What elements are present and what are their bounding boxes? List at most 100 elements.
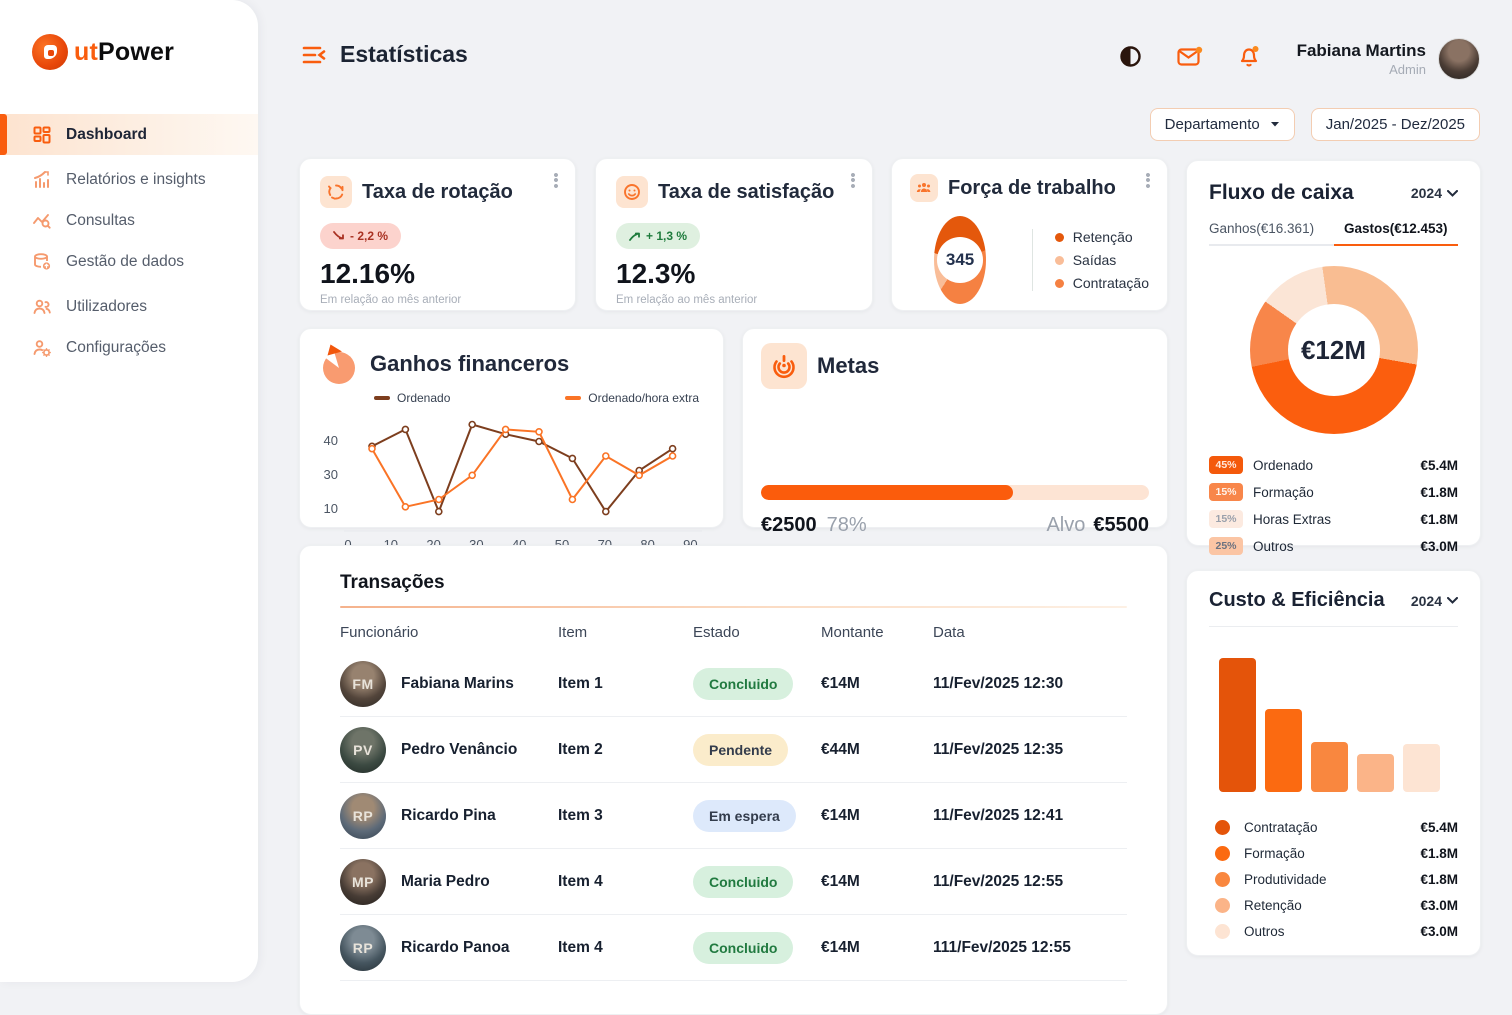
users-icon bbox=[33, 299, 51, 314]
cashflow-donut-chart: €12M bbox=[1249, 266, 1418, 434]
date-cell: 11/Fev/2025 12:41 bbox=[933, 806, 1064, 824]
sidebar-item-consultas[interactable]: Consultas bbox=[0, 200, 258, 241]
date-cell: 11/Fev/2025 12:35 bbox=[933, 740, 1064, 758]
trend-up-badge: + 1,3 % bbox=[616, 223, 701, 249]
goals-card: Metas €2500 78% Alvo €5500 bbox=[742, 328, 1168, 536]
table-row[interactable]: RP Ricardo Pina Item 3 Em espera €14M 11… bbox=[340, 783, 1127, 849]
tab-ganhos[interactable]: Ganhos(€16.361) bbox=[1209, 221, 1334, 246]
date-cell: 11/Fev/2025 12:55 bbox=[933, 872, 1064, 890]
legend-dot bbox=[1215, 898, 1230, 913]
item-cell: Item 3 bbox=[558, 806, 603, 824]
employee-avatar: RP bbox=[340, 924, 386, 971]
card-menu-icon[interactable]: • • • bbox=[553, 167, 559, 195]
cost-legend-item: Produtividade €1.8M bbox=[1209, 872, 1458, 887]
legend-label: Horas Extras bbox=[1253, 511, 1332, 527]
legend-label: Formação bbox=[1244, 846, 1305, 861]
cost-legend-item: Contratação €5.4M bbox=[1209, 820, 1458, 835]
cashflow-card: Fluxo de caixa 2024 Ganhos(€16.361) Gast… bbox=[1186, 160, 1481, 555]
user-avatar[interactable] bbox=[1438, 38, 1480, 80]
sidebar-item-utilizadores[interactable]: Utilizadores bbox=[0, 286, 258, 327]
date-range-field[interactable]: Jan/2025 - Dez/2025 bbox=[1310, 108, 1480, 141]
brand-logo: utPower bbox=[32, 34, 258, 70]
item-cell: Item 2 bbox=[558, 740, 603, 758]
sidebar-item-relatorios[interactable]: Relatórios e insights bbox=[0, 159, 258, 200]
sidebar-collapse-icon[interactable] bbox=[302, 45, 328, 70]
svg-text:40: 40 bbox=[324, 433, 338, 448]
theme-toggle-icon[interactable] bbox=[1119, 46, 1141, 72]
legend-dot bbox=[1054, 255, 1064, 265]
table-row[interactable]: FM Fabiana Marins Item 1 Concluido €14M … bbox=[340, 651, 1127, 717]
arrow-down-right-icon bbox=[333, 231, 344, 240]
cost-legend: Contratação €5.4M Formação €1.8M Produti… bbox=[1209, 820, 1458, 939]
reports-icon bbox=[34, 170, 49, 188]
card-menu-icon[interactable]: • • • bbox=[1145, 167, 1151, 195]
sidebar-item-label: Gestão de dados bbox=[66, 252, 185, 270]
bar-Contratação bbox=[1219, 657, 1256, 792]
legend-pct-badge: 25% bbox=[1209, 537, 1243, 555]
department-dropdown[interactable]: Departamento bbox=[1149, 108, 1295, 141]
sidebar-item-configuracoes[interactable]: Configurações bbox=[0, 327, 258, 368]
transactions-header-row: Funcionário Item Estado Montante Data bbox=[340, 608, 1127, 651]
header-actions: Fabiana Martins Admin bbox=[1119, 38, 1480, 80]
user-block[interactable]: Fabiana Martins Admin bbox=[1297, 41, 1426, 77]
card-title: Custo & Eficiência bbox=[1209, 589, 1385, 611]
cost-legend-item: Retenção €3.0M bbox=[1209, 898, 1458, 913]
card-menu-icon[interactable]: • • • bbox=[850, 167, 856, 195]
rotation-caption: Em relação ao mês anterior bbox=[320, 294, 462, 306]
legend-value: €1.8M bbox=[1420, 511, 1458, 527]
bar-Produtividade bbox=[1311, 741, 1348, 792]
employee-avatar: MP bbox=[340, 858, 386, 905]
legend-label: Retenção bbox=[1244, 898, 1302, 913]
employee-name: Ricardo Pina bbox=[401, 806, 496, 824]
cashflow-year-select[interactable]: 2024 bbox=[1411, 185, 1458, 201]
workforce-total: 345 bbox=[945, 250, 975, 269]
goal-current-value: €2500 bbox=[761, 514, 817, 536]
legend-dot bbox=[1215, 872, 1230, 887]
legend-label: Retenção bbox=[1072, 229, 1133, 245]
legend-label: Outros bbox=[1244, 924, 1285, 939]
earnings-card: Ganhos financeros Ordenado Ordenado/hora… bbox=[299, 328, 724, 552]
table-row[interactable]: PV Pedro Venâncio Item 2 Pendente €44M 1… bbox=[340, 717, 1127, 783]
svg-text:30: 30 bbox=[324, 467, 338, 482]
amount-cell: €14M bbox=[821, 872, 860, 890]
employee-avatar: FM bbox=[340, 660, 386, 707]
svg-text:10: 10 bbox=[324, 501, 338, 516]
rotation-rate-card: • • • Taxa de rotação - 2,2 % 12.16% Em re… bbox=[299, 158, 576, 311]
earnings-line-chart: 40301001020304050708090 bbox=[316, 405, 707, 558]
table-row[interactable]: MP Maria Pedro Item 4 Concluido €14M 11/… bbox=[340, 849, 1127, 915]
query-icon bbox=[33, 213, 51, 229]
sidebar-item-dashboard[interactable]: Dashboard bbox=[0, 114, 258, 155]
legend-label: Formação bbox=[1253, 484, 1314, 500]
database-icon bbox=[34, 252, 51, 270]
goal-target-value: €5500 bbox=[1093, 514, 1149, 536]
status-badge: Concluido bbox=[693, 667, 794, 700]
chevron-down-icon bbox=[1447, 189, 1458, 197]
amount-cell: €14M bbox=[821, 806, 860, 824]
people-group-icon bbox=[910, 174, 938, 202]
workforce-legend-item: Retenção bbox=[1054, 229, 1149, 245]
card-title: Taxa de satisfação bbox=[658, 180, 835, 203]
satisfaction-value: 12.3% bbox=[616, 258, 696, 289]
sidebar-item-gestao-dados[interactable]: Gestão de dados bbox=[0, 241, 258, 282]
legend-label: Saídas bbox=[1072, 252, 1117, 268]
card-title: Metas bbox=[817, 353, 880, 378]
chevron-down-icon bbox=[1447, 597, 1458, 604]
tab-gastos[interactable]: Gastos(€12.453) bbox=[1333, 221, 1458, 246]
sidebar-item-label: Consultas bbox=[66, 211, 135, 229]
card-title: Fluxo de caixa bbox=[1209, 181, 1354, 204]
legend-label: Contratação bbox=[1072, 275, 1149, 291]
employee-name: Ricardo Panoa bbox=[401, 938, 510, 956]
notifications-bell-icon[interactable] bbox=[1237, 45, 1261, 73]
card-title: Taxa de rotação bbox=[362, 180, 513, 203]
workforce-legend: Retenção Saídas Contratação bbox=[1054, 229, 1149, 291]
cost-year-select[interactable]: 2024 bbox=[1411, 593, 1458, 609]
legend-value: €1.8M bbox=[1420, 484, 1458, 500]
table-row[interactable]: RP Ricardo Panoa Item 4 Concluido €14M 1… bbox=[340, 915, 1127, 981]
legend-label: Outros bbox=[1253, 538, 1294, 554]
messages-icon[interactable] bbox=[1176, 46, 1203, 73]
amount-cell: €14M bbox=[821, 938, 860, 956]
legend-dot bbox=[1215, 846, 1230, 861]
rotation-value: 12.16% bbox=[320, 258, 415, 289]
transactions-card: Transações Funcionário Item Estado Monta… bbox=[299, 545, 1168, 1015]
smiley-icon bbox=[616, 176, 648, 208]
